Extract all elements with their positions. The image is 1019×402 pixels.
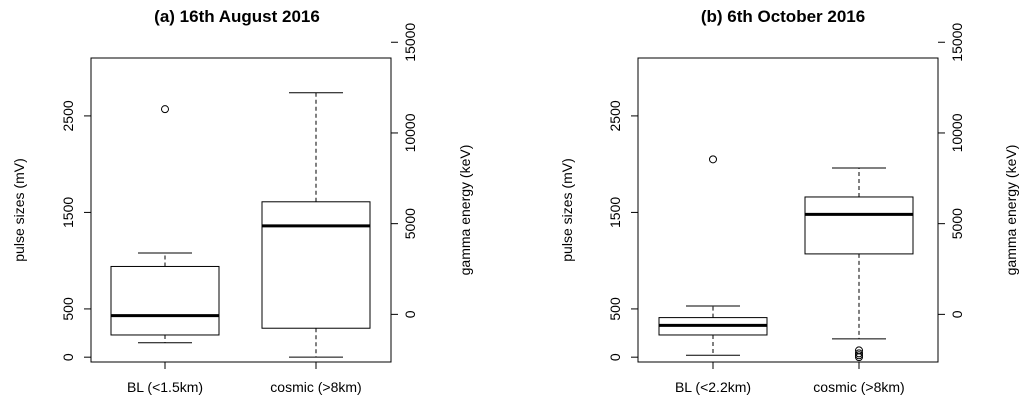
y-axis-tick-label: 2500 [60,100,76,131]
y2-axis-tick-label: 10000 [949,113,965,152]
y-axis-label: pulse sizes (mV) [559,158,575,261]
y-axis-tick-label: 1500 [60,197,76,228]
x-axis-category-label: BL (<2.2km) [675,379,751,395]
x-axis-category-label: cosmic (>8km) [270,379,361,395]
y-axis-tick-label: 1500 [607,197,623,228]
iqr-box [110,265,220,336]
iqr-box [261,201,371,329]
y2-axis-tick-label: 5000 [949,208,965,239]
y2-axis-label: gamma energy (keV) [457,145,473,276]
y-axis-tick-label: 0 [60,353,76,361]
y-axis-tick-label: 2500 [607,100,623,131]
chart-panel-a: (a) 16th August 2016 pulse sizes (mV) ga… [11,7,473,395]
chart-title: (a) 16th August 2016 [154,7,320,26]
iqr-box [804,196,914,255]
outlier-point [161,105,169,114]
chart-panel-b: (b) 6th October 2016 pulse sizes (mV) ga… [559,7,1019,395]
y2-axis-tick-label: 15000 [949,23,965,62]
y-axis-tick-label: 0 [607,353,623,361]
outlier-point [855,346,863,355]
boxplot-marks: 0 500 1500 2500 0 5000 10000 15000 BL (<2.2km) co… [607,23,965,395]
y2-axis-tick-label: 15000 [402,23,418,62]
y2-axis-tick-label: 5000 [402,208,418,239]
y2-axis-tick-label: 0 [949,310,965,318]
y-axis-label: pulse sizes (mV) [11,158,27,261]
y2-axis-label: gamma energy (keV) [1003,145,1019,276]
plot-frame [637,57,939,363]
chart-title: (b) 6th October 2016 [701,7,865,26]
y2-axis-tick-label: 0 [402,310,418,318]
y-axis-tick-label: 500 [60,297,76,321]
boxplot-marks: 0 500 1500 2500 0 5000 10000 15000 BL (<1.5km) co… [60,23,418,395]
y-axis-tick-label: 500 [607,297,623,321]
plot-frame [90,57,392,363]
outlier-point [855,349,863,358]
x-axis-category-label: BL (<1.5km) [127,379,203,395]
outlier-point [709,155,717,164]
y2-axis-tick-label: 10000 [402,113,418,152]
x-axis-category-label: cosmic (>8km) [813,379,904,395]
